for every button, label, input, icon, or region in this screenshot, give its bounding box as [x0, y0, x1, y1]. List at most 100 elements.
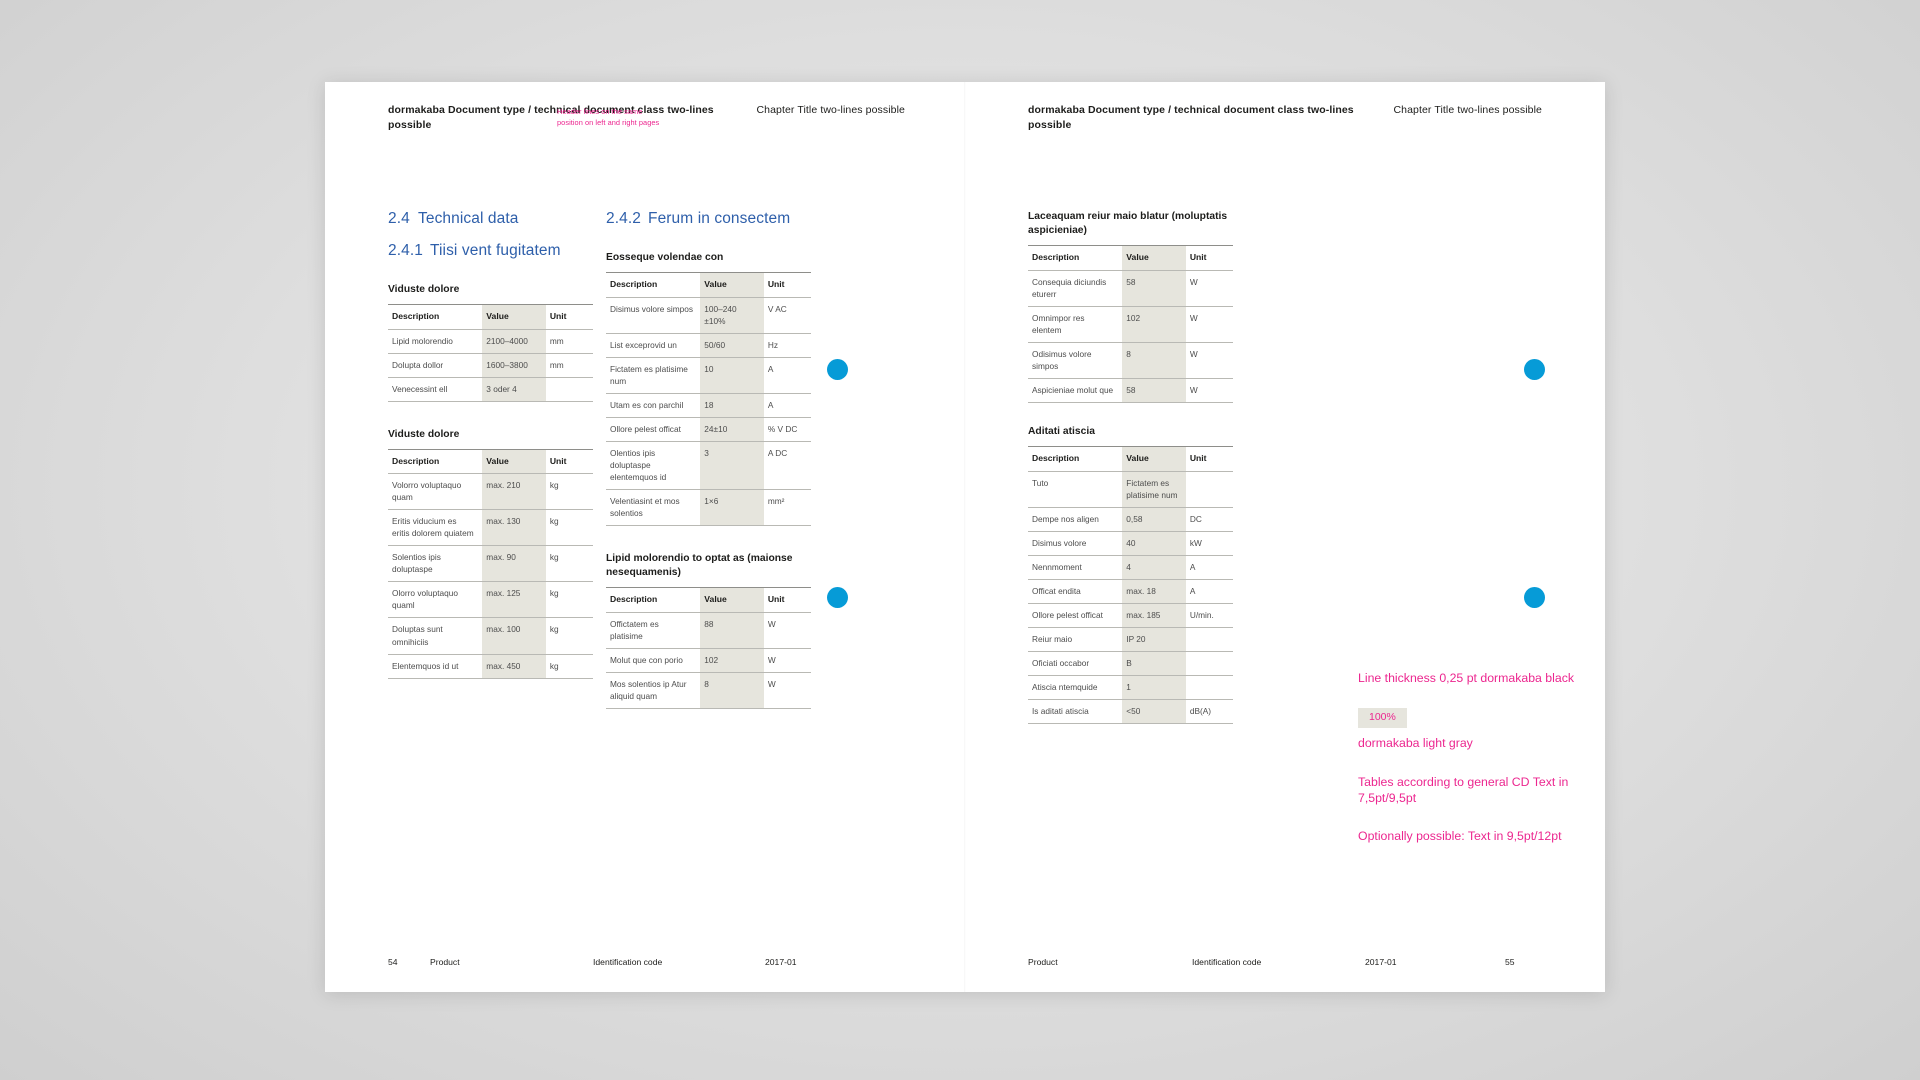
cell-unit: U/min.	[1185, 602, 1233, 628]
cell-description: Reiur maio	[1028, 626, 1123, 652]
data-table: Description Value Unit Disimus volore simp…	[606, 272, 811, 526]
table-title: Aditati atiscia	[1028, 425, 1095, 437]
cell-unit: V AC	[763, 296, 811, 334]
table-row: Officat endita max. 18 A	[1028, 578, 1233, 604]
cell-unit: kg	[545, 545, 593, 582]
cell-value: 50/60	[700, 332, 764, 358]
column-header-value: Value	[700, 272, 764, 298]
table-row: Is aditati atiscia <50 dB(A)	[1028, 698, 1233, 724]
cell-description: Oficiati occabor	[1028, 650, 1123, 676]
annotation-header-lines: Header lines on the same position on lef…	[557, 107, 660, 128]
cell-value: 40	[1122, 530, 1186, 556]
cell-unit: W	[1185, 377, 1233, 403]
column-header-description: Description	[388, 304, 483, 330]
table-row: Oficiati occabor B	[1028, 650, 1233, 676]
cell-description: Ollore pelest officat	[606, 416, 701, 442]
color-swatch-100: 100%	[1358, 708, 1407, 729]
cell-value: 10	[700, 356, 764, 394]
cell-description: Aspicieniae molut que	[1028, 377, 1123, 403]
cell-unit: kg	[545, 617, 593, 655]
cell-description: Tuto	[1028, 470, 1123, 508]
cell-value: max. 90	[482, 545, 546, 582]
table-row: Mos solentios ip Atur aliquid quam 8 W	[606, 671, 811, 709]
table-row: Consequia diciundis eturerr 58 W	[1028, 269, 1233, 307]
cell-description: Solentios ipis doluptaspe	[388, 545, 483, 582]
chapter-title-right: Chapter Title two-lines possible	[1393, 104, 1542, 116]
annotation-light-gray: 100% dormakaba light gray	[1358, 708, 1588, 751]
cell-unit: mm	[545, 352, 593, 378]
table-row: Reiur maio IP 20	[1028, 626, 1233, 652]
cell-value: 24±10	[700, 416, 764, 442]
annotation-line-thickness: Line thickness 0,25 pt dormakaba black	[1358, 671, 1575, 685]
cell-description: Lipid molorendio	[388, 328, 483, 354]
table-row: Olentios ipis doluptaspe elentemquos id 3…	[606, 440, 811, 490]
cell-unit	[545, 376, 593, 402]
column-header-value: Value	[482, 304, 546, 330]
column-header-unit: Unit	[1185, 245, 1233, 271]
cell-value: 2100–4000	[482, 328, 546, 354]
cell-value: 102	[700, 647, 764, 673]
column-one: 2.4 Technical data 2.4.1 Tiisi vent fugita…	[388, 210, 593, 705]
cell-unit: % V DC	[763, 416, 811, 442]
cell-value: 100–240 ±10%	[700, 296, 764, 334]
column-header-unit: Unit	[545, 448, 593, 474]
cell-unit: mm	[545, 328, 593, 354]
column-header-value: Value	[700, 587, 764, 613]
table-block-laceaquam-reiur: Laceaquam reiur maio blatur (moluptatis …	[1028, 210, 1233, 403]
table-row: Velentiasint et mos solentios 1×6 mm²	[606, 488, 811, 526]
cell-value: max. 100	[482, 617, 546, 655]
section-heading-2-4-2: 2.4.2 Ferum in consectem	[606, 210, 811, 228]
table-row: Utam es con parchil 18 A	[606, 392, 811, 418]
table-header-row: Description Value Unit	[388, 304, 593, 330]
data-table: Description Value Unit Lipid molorendio 210…	[388, 304, 593, 402]
document-spread: dormakaba Document type / technical docu…	[325, 82, 1605, 992]
data-table: Description Value Unit Volorro voluptaquo …	[388, 448, 593, 679]
section-number: 2.4.1	[388, 242, 423, 259]
cell-description: Officat endita	[1028, 578, 1123, 604]
cell-value: max. 18	[1122, 578, 1186, 604]
footer-date: 2017-01	[765, 957, 797, 967]
table-row: Olorro voluptaquo quaml max. 125 kg	[388, 581, 593, 618]
column-header-description: Description	[1028, 446, 1123, 472]
cell-description: Dempe nos aligen	[1028, 506, 1123, 532]
table-row: Dempe nos aligen 0,58 DC	[1028, 506, 1233, 532]
cell-value: 4	[1122, 554, 1186, 580]
table-header-row: Description Value Unit	[1028, 446, 1233, 472]
table-row: Dolupta dollor 1600–3800 mm	[388, 352, 593, 378]
cell-unit: A	[1185, 554, 1233, 580]
cell-value: 3 oder 4	[482, 376, 546, 402]
cell-unit: A	[1185, 578, 1233, 604]
table-block-eosseque-volendae-con: Eosseque volendae con Description Value Un…	[606, 251, 811, 526]
footer-product: Product	[430, 957, 460, 967]
cell-unit: DC	[1185, 506, 1233, 532]
data-table: Description Value Unit Consequia diciundis…	[1028, 245, 1233, 403]
table-row: Eritis viducium es eritis dolorem quiate…	[388, 509, 593, 546]
cell-unit: A DC	[763, 440, 811, 490]
table-title: Viduste dolore	[388, 284, 460, 295]
table-row: Solentios ipis doluptaspe max. 90 kg	[388, 545, 593, 582]
cell-description: Utam es con parchil	[606, 392, 701, 418]
column-header-description: Description	[606, 272, 701, 298]
annotation-optional: Optionally possible: Text in 9,5pt/12pt	[1358, 829, 1562, 844]
cell-unit: dB(A)	[1185, 698, 1233, 724]
cell-unit	[1185, 626, 1233, 652]
page-number: 54	[388, 957, 398, 967]
blue-dot-marker	[1524, 359, 1545, 380]
cell-value: 1×6	[700, 488, 764, 526]
section-label: Tiisi vent fugitatem	[430, 242, 561, 259]
chapter-title-left: Chapter Title two-lines possible	[756, 104, 905, 116]
cell-value: Fictatem es platisime num	[1122, 470, 1186, 508]
cell-unit	[1185, 674, 1233, 700]
section-number: 2.4	[388, 210, 410, 227]
column-header-unit: Unit	[1185, 446, 1233, 472]
cell-description: Dolupta dollor	[388, 352, 483, 378]
table-row: Odisimus volore simpos 8 W	[1028, 341, 1233, 379]
column-header-description: Description	[1028, 245, 1123, 271]
column-header-value: Value	[1122, 245, 1186, 271]
cell-unit: W	[763, 611, 811, 649]
running-header-right: dormakaba Document type / technical docu…	[1028, 104, 1354, 131]
cell-unit: A	[763, 392, 811, 418]
table-row: Molut que con porio 102 W	[606, 647, 811, 673]
table-row: Tuto Fictatem es platisime num	[1028, 470, 1233, 508]
table-row: Atiscia ntemquide 1	[1028, 674, 1233, 700]
